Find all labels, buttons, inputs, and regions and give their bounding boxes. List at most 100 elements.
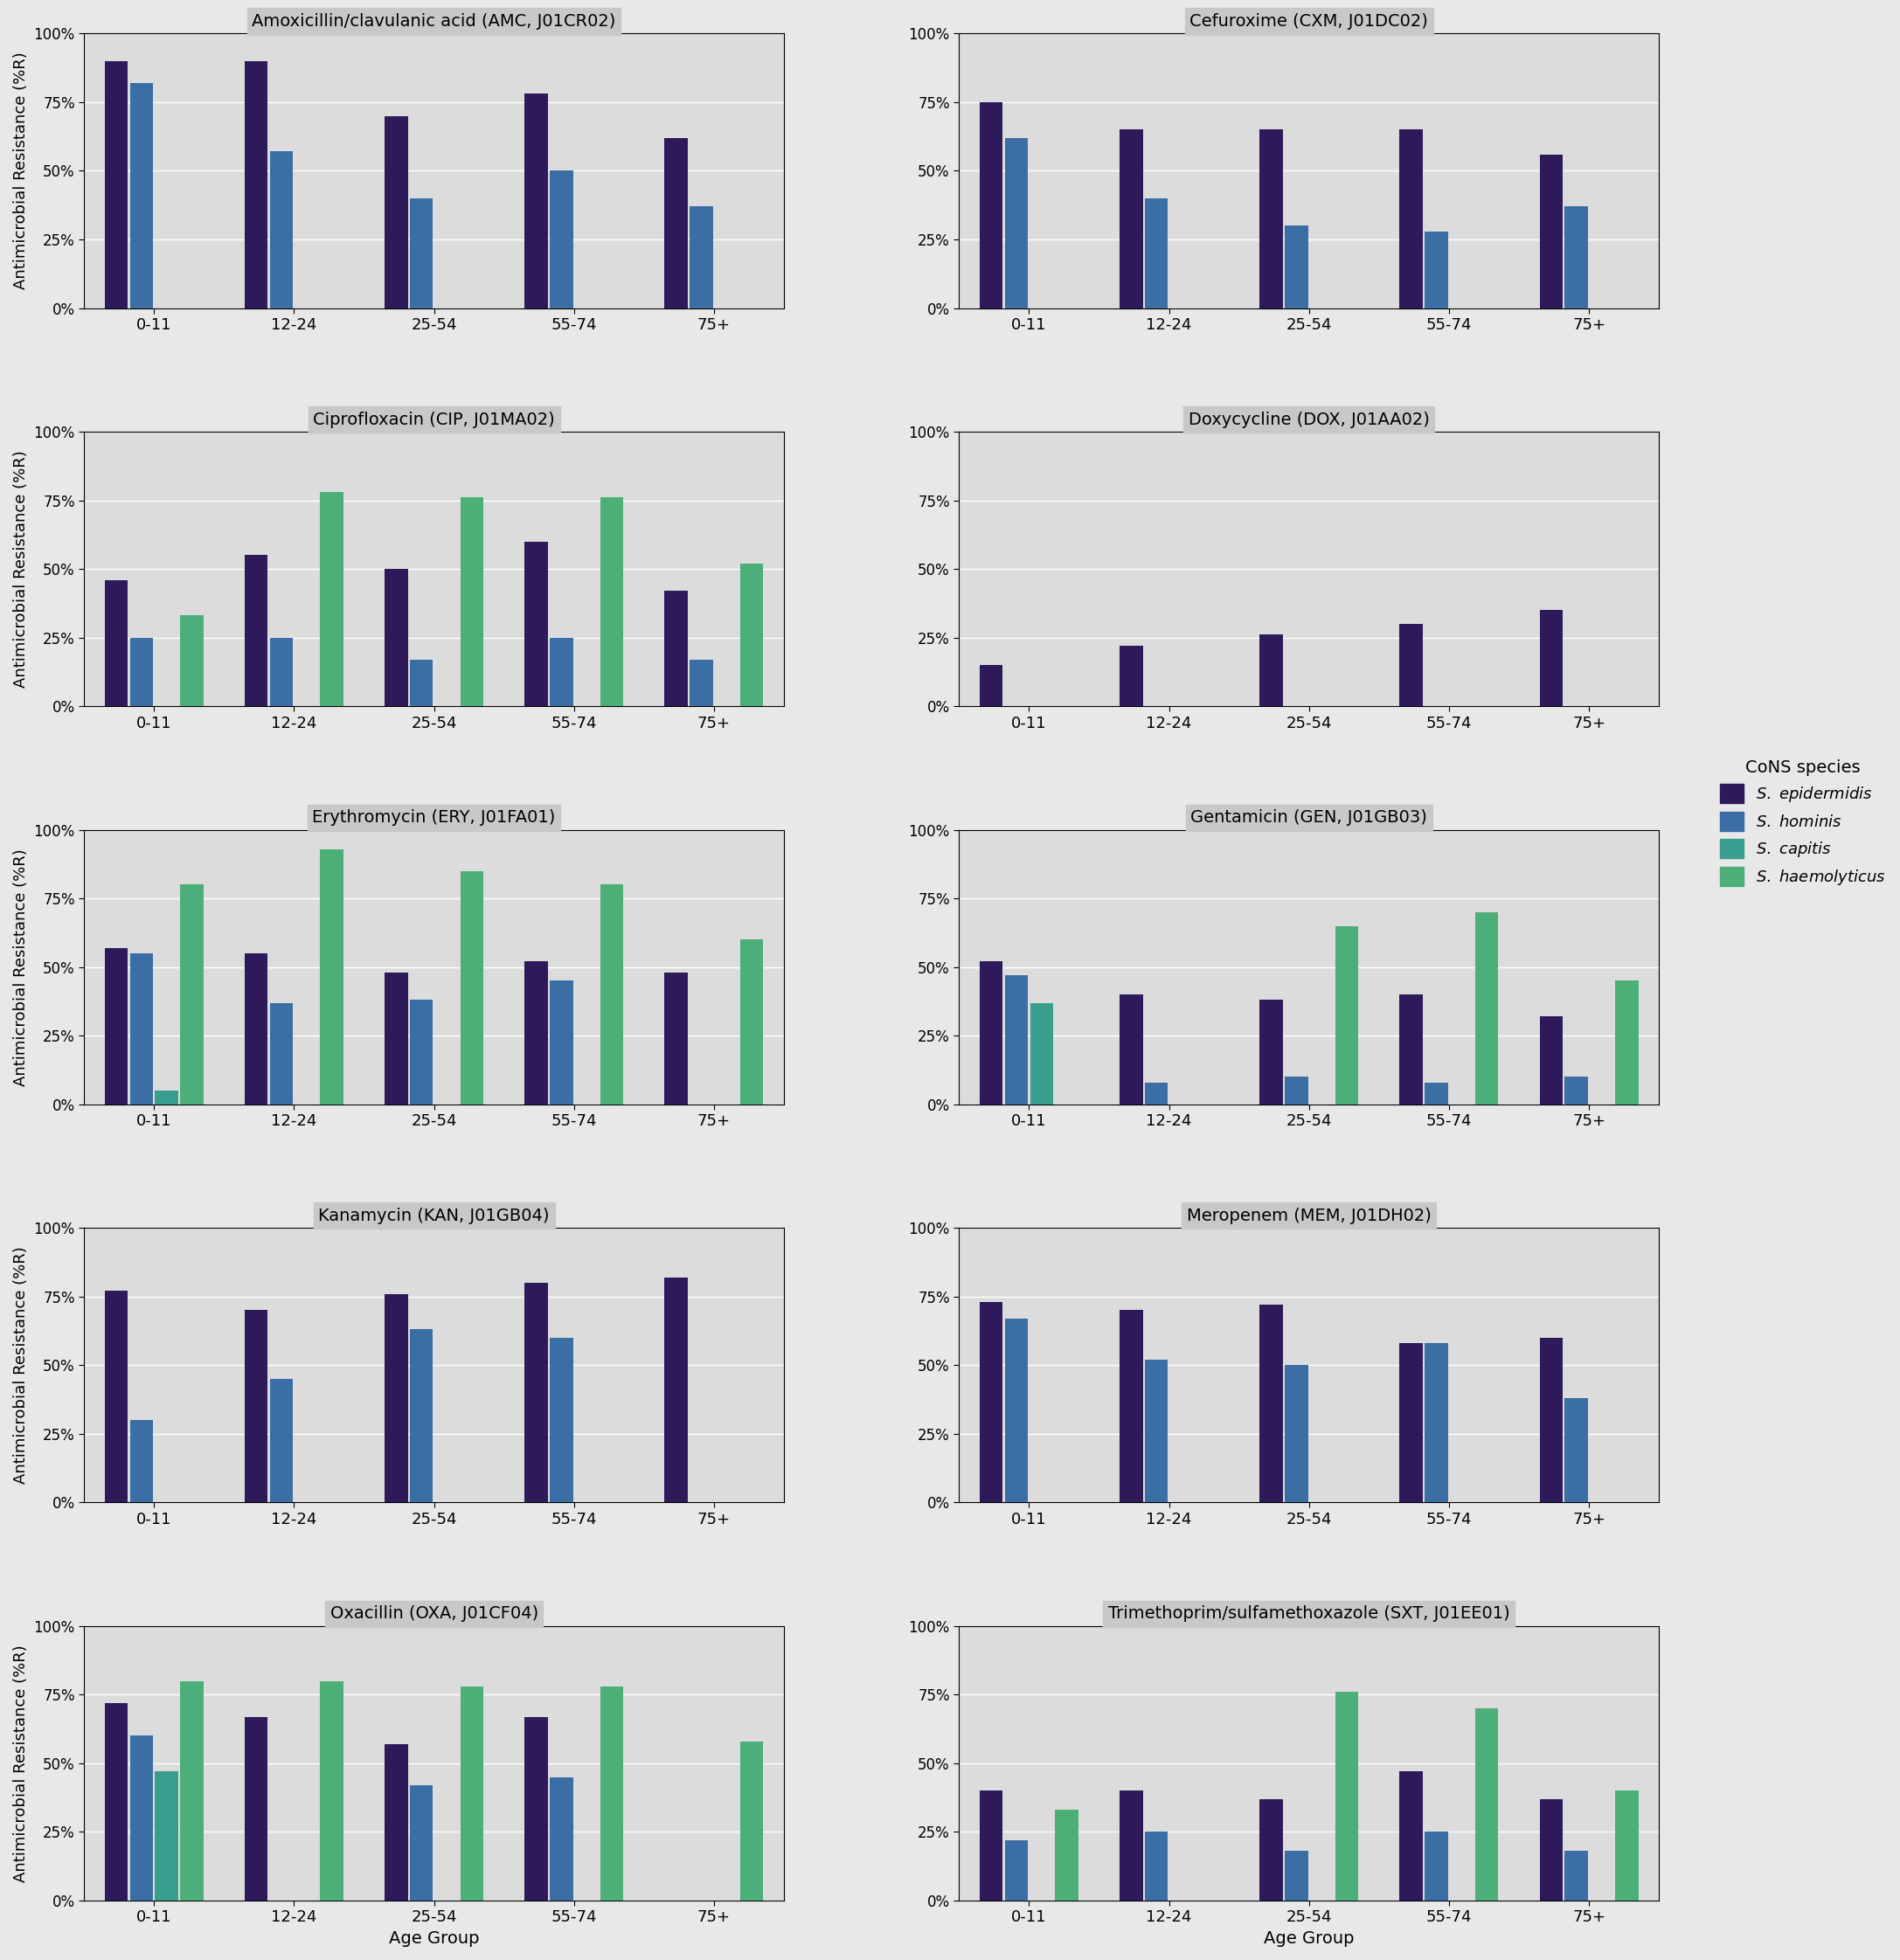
Bar — [1119, 1311, 1142, 1503]
Bar — [1055, 1809, 1079, 1901]
Bar — [1119, 994, 1142, 1103]
Bar — [600, 884, 623, 1103]
Bar — [1336, 1691, 1358, 1901]
Bar — [1336, 925, 1358, 1103]
Y-axis label: Antimicrobial Resistance (%R): Antimicrobial Resistance (%R) — [13, 53, 28, 290]
Bar — [129, 1737, 154, 1901]
Y-axis label: Antimicrobial Resistance (%R): Antimicrobial Resistance (%R) — [13, 1644, 28, 1882]
Bar — [1539, 1339, 1562, 1503]
Bar — [980, 664, 1003, 706]
Bar — [245, 953, 268, 1103]
Bar — [1030, 1004, 1053, 1103]
Bar — [665, 590, 688, 706]
Bar — [980, 1791, 1003, 1901]
Bar — [460, 1686, 483, 1901]
Bar — [1539, 610, 1562, 706]
Bar — [460, 870, 483, 1103]
Bar — [665, 1278, 688, 1503]
Bar — [105, 1703, 127, 1901]
Bar — [1119, 129, 1142, 308]
Bar — [1260, 129, 1282, 308]
Bar — [1284, 1850, 1307, 1901]
Bar — [129, 953, 154, 1103]
Bar — [1284, 1366, 1307, 1503]
Bar — [1400, 994, 1423, 1103]
Title: Amoxicillin/clavulanic acid (AMC, J01CR02): Amoxicillin/clavulanic acid (AMC, J01CR0… — [253, 14, 616, 29]
Bar — [180, 1682, 203, 1901]
Bar — [1566, 1850, 1588, 1901]
Bar — [1005, 1319, 1028, 1503]
Bar — [741, 1740, 764, 1901]
Bar — [549, 171, 574, 308]
Title: Oxacillin (OXA, J01CF04): Oxacillin (OXA, J01CF04) — [331, 1605, 538, 1623]
Bar — [549, 637, 574, 706]
Title: Cefuroxime (CXM, J01DC02): Cefuroxime (CXM, J01DC02) — [1189, 14, 1429, 29]
Bar — [245, 1717, 268, 1901]
Bar — [1005, 137, 1028, 308]
Bar — [1119, 645, 1142, 706]
Bar — [384, 1294, 408, 1503]
X-axis label: Age Group: Age Group — [389, 1931, 479, 1946]
Bar — [156, 1090, 179, 1103]
Bar — [1146, 1082, 1168, 1103]
Y-axis label: Antimicrobial Resistance (%R): Antimicrobial Resistance (%R) — [13, 1247, 28, 1484]
Bar — [1425, 1833, 1448, 1901]
Bar — [105, 949, 127, 1103]
Bar — [1400, 623, 1423, 706]
Bar — [245, 1311, 268, 1503]
Bar — [460, 498, 483, 706]
Bar — [980, 102, 1003, 308]
Bar — [549, 1778, 574, 1901]
Bar — [1005, 976, 1028, 1103]
Bar — [1615, 1791, 1638, 1901]
Bar — [129, 637, 154, 706]
Bar — [1284, 1076, 1307, 1103]
Bar — [384, 1744, 408, 1901]
Bar — [1146, 1360, 1168, 1503]
Title: Kanamycin (KAN, J01GB04): Kanamycin (KAN, J01GB04) — [319, 1207, 549, 1225]
Bar — [410, 1329, 433, 1503]
Bar — [1539, 1017, 1562, 1103]
Bar — [1260, 635, 1282, 706]
Bar — [245, 555, 268, 706]
Bar — [105, 1292, 127, 1503]
Bar — [1425, 231, 1448, 308]
Bar — [410, 1000, 433, 1103]
Bar — [1425, 1343, 1448, 1503]
Legend: $\it{S.~epidermidis}$, $\it{S.~hominis}$, $\it{S.~capitis}$, $\it{S.~haemolyticu: $\it{S.~epidermidis}$, $\it{S.~hominis}$… — [1714, 753, 1892, 894]
Bar — [410, 659, 433, 706]
Bar — [690, 659, 712, 706]
Bar — [1474, 1709, 1499, 1901]
Bar — [410, 1786, 433, 1901]
Bar — [105, 61, 127, 308]
Bar — [156, 1772, 179, 1901]
Bar — [600, 498, 623, 706]
Bar — [321, 849, 344, 1103]
Bar — [1005, 1840, 1028, 1901]
Bar — [600, 1686, 623, 1901]
Bar — [384, 568, 408, 706]
Bar — [1260, 1000, 1282, 1103]
Bar — [270, 637, 293, 706]
Bar — [1146, 198, 1168, 308]
Title: Meropenem (MEM, J01DH02): Meropenem (MEM, J01DH02) — [1188, 1207, 1431, 1225]
Bar — [524, 1282, 547, 1503]
Y-axis label: Antimicrobial Resistance (%R): Antimicrobial Resistance (%R) — [13, 849, 28, 1086]
Title: Doxycycline (DOX, J01AA02): Doxycycline (DOX, J01AA02) — [1188, 412, 1429, 427]
Bar — [321, 1682, 344, 1901]
Y-axis label: Antimicrobial Resistance (%R): Antimicrobial Resistance (%R) — [13, 451, 28, 688]
Bar — [1566, 206, 1588, 308]
Bar — [524, 962, 547, 1103]
Bar — [665, 137, 688, 308]
Bar — [1566, 1076, 1588, 1103]
Bar — [1260, 1305, 1282, 1503]
Bar — [1400, 129, 1423, 308]
Bar — [524, 94, 547, 308]
Title: Trimethoprim/sulfamethoxazole (SXT, J01EE01): Trimethoprim/sulfamethoxazole (SXT, J01E… — [1108, 1605, 1511, 1623]
Bar — [1400, 1343, 1423, 1503]
Bar — [524, 541, 547, 706]
Bar — [1284, 225, 1307, 308]
Bar — [1400, 1772, 1423, 1901]
Bar — [180, 615, 203, 706]
Bar — [1539, 155, 1562, 308]
